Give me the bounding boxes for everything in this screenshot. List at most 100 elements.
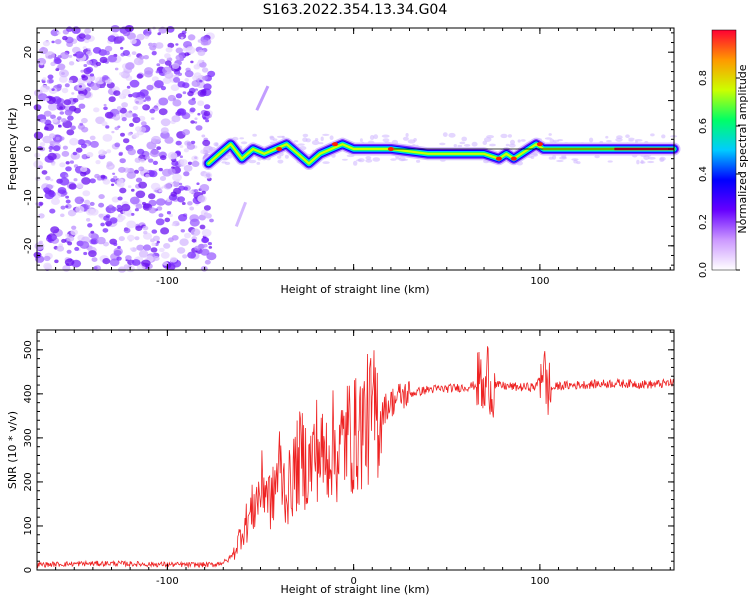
noise-blob — [150, 238, 155, 243]
noise-blob — [112, 172, 116, 175]
faint-blob — [359, 138, 363, 143]
noise-blob — [91, 257, 98, 262]
faint-blob — [353, 160, 358, 166]
noise-blob — [72, 151, 78, 156]
noise-blob — [127, 185, 132, 189]
ridge-band — [207, 143, 676, 165]
noise-blob — [98, 49, 107, 56]
snr-x-label: Height of straight line (km) — [280, 583, 429, 596]
noise-blob — [171, 115, 181, 123]
noise-blob — [169, 213, 173, 217]
faint-blob — [442, 132, 448, 138]
noise-blob — [83, 64, 88, 67]
noise-blob — [70, 229, 78, 236]
noise-blob — [180, 229, 185, 233]
faint-blob — [448, 132, 456, 138]
noise-blob — [66, 249, 72, 254]
noise-blob — [164, 71, 174, 79]
noise-blob — [121, 89, 131, 96]
noise-blob — [64, 83, 70, 88]
noise-blob — [75, 205, 85, 213]
noise-blob — [208, 246, 213, 249]
noise-blob — [129, 79, 140, 88]
noise-blob — [116, 256, 122, 261]
noise-blob — [101, 85, 105, 88]
noise-blob — [131, 51, 137, 55]
noise-blob — [194, 245, 201, 251]
noise-blob — [79, 241, 90, 249]
noise-blob — [64, 258, 75, 267]
noise-blob — [74, 246, 80, 251]
faint-blob — [556, 159, 564, 163]
noise-blob — [56, 245, 65, 252]
noise-blob — [209, 218, 214, 223]
noise-blob — [86, 208, 96, 216]
noise-blob — [108, 204, 113, 208]
noise-blob — [82, 46, 87, 50]
noise-blob — [193, 189, 199, 193]
noise-blob — [176, 247, 186, 254]
faint-blob — [594, 155, 600, 159]
noise-blob — [193, 64, 201, 70]
noise-blob — [86, 152, 94, 158]
faint-blob — [530, 156, 535, 159]
faint-blob — [277, 155, 282, 159]
noise-blob — [191, 80, 201, 87]
noise-blob — [116, 178, 124, 184]
noise-blob — [103, 106, 108, 111]
x-tick-label: 100 — [530, 276, 549, 287]
noise-blob — [88, 250, 97, 258]
noise-blob — [134, 157, 142, 163]
faint-blob — [650, 133, 655, 137]
noise-blob — [81, 75, 89, 81]
noise-blob — [131, 259, 141, 266]
noise-blob — [120, 46, 124, 50]
noise-blob — [33, 131, 44, 140]
y-tick-label: 10 — [23, 94, 34, 107]
faint-blob — [573, 159, 578, 164]
noise-blob — [191, 155, 199, 162]
noise-blob — [57, 187, 67, 194]
noise-blob — [194, 117, 198, 120]
noise-blob — [65, 205, 69, 208]
noise-blob — [189, 218, 200, 227]
noise-blob — [102, 228, 109, 233]
noise-blob — [125, 62, 135, 70]
noise-blob — [201, 190, 206, 195]
faint-blob — [548, 156, 554, 160]
noise-blob — [38, 213, 45, 219]
noise-blob — [175, 43, 179, 46]
snr-panel: -100 0 100 0 100 200 300 400 500 Height of strai… — [6, 329, 675, 596]
noise-blob — [160, 118, 171, 127]
noise-blob — [100, 222, 105, 227]
noise-blob — [196, 182, 200, 185]
noise-blob — [43, 255, 51, 262]
noise-blob — [120, 70, 130, 79]
faint-blob — [500, 133, 508, 139]
noise-blob — [146, 141, 157, 150]
noise-blob — [158, 108, 168, 116]
noise-blob — [51, 40, 55, 44]
faint-blob — [390, 158, 397, 161]
noise-blob — [77, 93, 86, 101]
noise-blob — [117, 245, 121, 249]
noise-blob — [135, 177, 143, 183]
noise-blob — [143, 230, 148, 235]
noise-blob — [43, 110, 52, 117]
noise-blob — [131, 92, 138, 98]
noise-blob — [148, 158, 154, 163]
noise-blob — [80, 69, 84, 73]
noise-blob — [164, 60, 172, 66]
noise-blob — [134, 236, 140, 241]
noise-blob — [160, 155, 167, 161]
y-tick-label: 400 — [23, 384, 34, 403]
noise-blob — [135, 203, 143, 209]
noise-blob — [160, 127, 169, 134]
noise-blob — [163, 243, 171, 249]
noise-blob — [67, 115, 74, 121]
noise-blob — [47, 74, 54, 80]
noise-blob — [122, 50, 130, 56]
noise-blob — [102, 134, 113, 142]
noise-blob — [131, 188, 135, 192]
